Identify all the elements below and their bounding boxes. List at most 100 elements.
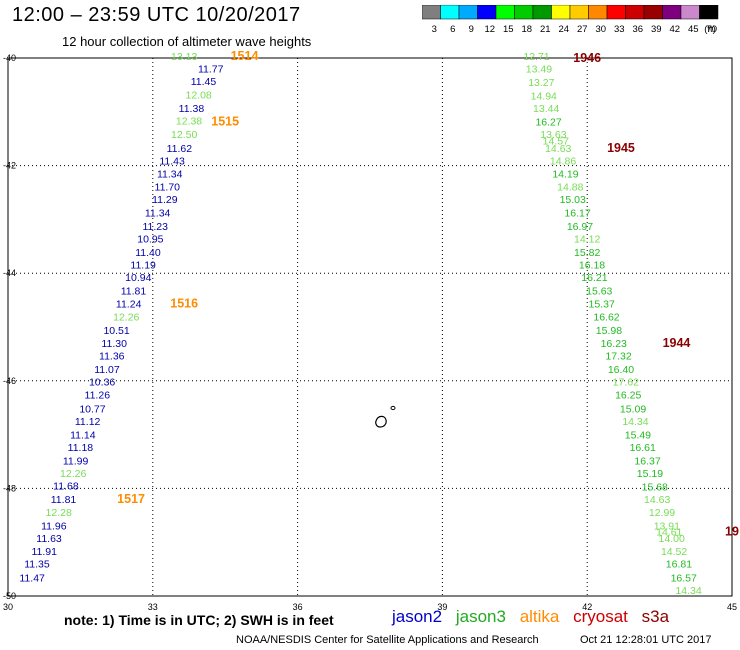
swh-value-label: 12.28 [46,507,72,519]
swh-value-label: 14.52 [661,546,687,558]
colorbar-label: 27 [577,24,588,35]
swh-value-label: 11.18 [68,442,94,454]
colorbar-label: 9 [469,24,474,35]
swh-value-label: 11.35 [24,559,50,571]
swh-value-label: 11.34 [157,169,183,181]
swh-value-label: 11.29 [152,194,178,206]
colorbar-label: 45 [688,24,699,35]
swh-value-label: 10.51 [103,325,129,337]
swh-value-label: 13.13 [171,51,197,63]
swh-value-label: 10.36 [89,376,115,388]
swh-value-label: 13.27 [528,77,554,89]
legend-cryosat: cryosat [573,607,628,626]
swh-value-label: 14.12 [574,233,600,245]
swh-value-label: 11.24 [116,298,142,310]
swh-value-label: 11.45 [191,76,217,88]
swh-value-label: 10.94 [125,272,151,284]
swh-value-label: 16.18 [579,260,605,272]
swh-value-label: 15.63 [586,285,612,297]
pass-time-label: 19 [725,525,739,539]
swh-value-label: 16.25 [615,390,641,402]
pass-time-label: 1515 [211,115,239,129]
swh-value-label: 14.63 [644,494,670,506]
colorbar-label: 18 [521,24,532,35]
swh-value-label: 14.61 [656,527,682,539]
colorbar-label: 15 [503,24,514,35]
swh-value-label: 14.57 [543,136,569,148]
lon-tick-label: 36 [293,602,303,612]
colorbar-swatch-70 [699,5,719,20]
swh-value-label: 16.81 [666,559,692,571]
swh-value-label: 16.61 [630,442,656,454]
swh-value-label: 15.19 [637,468,663,480]
colorbar-label: 30 [595,24,606,35]
lat-tick-label: -44 [3,268,16,278]
swh-value-label: 11.81 [51,494,77,506]
swh-value-label: 12.26 [113,312,139,324]
swh-value-label: 11.62 [167,143,193,155]
map-subtitle: 12 hour collection of altimeter wave hei… [62,34,312,49]
map-frame [7,57,733,597]
swh-value-label: 15.82 [574,247,600,259]
pass-time-label: 1946 [573,51,601,65]
lat-tick-label: -42 [3,161,16,171]
swh-value-label: 14.86 [550,155,576,167]
swh-value-label: 14.94 [531,91,557,103]
swh-value-label: 12.08 [186,89,212,101]
pass-time-label: 1945 [607,141,635,155]
credit-line: NOAA/NESDIS Center for Satellite Applica… [236,634,539,646]
swh-value-label: 14.34 [675,585,701,597]
swh-value-label: 10.77 [79,403,105,415]
swh-value-label: 16.17 [564,207,590,219]
swh-value-label: 10.95 [137,233,163,245]
swh-value-label: 11.70 [155,182,181,194]
satellite-legend: jason2 jason3 altika cryosat s3a [392,607,678,627]
island-outline [375,415,387,428]
colorbar-label: 21 [540,24,551,35]
swh-value-label: 15.09 [620,403,646,415]
colorbar: 3 6 9 12 15 18 21 24 27 30 33 36 39 42 45 70(ft) [422,5,719,35]
swh-value-label: 11.40 [135,247,161,259]
swh-value-label: 11.30 [101,338,127,350]
swh-value-label: 13.49 [526,64,552,76]
swh-value-label: 11.23 [142,221,168,233]
pass-time-label: 1514 [231,49,259,63]
colorbar-label: 70 [706,24,717,35]
swh-value-label: 11.38 [179,103,205,115]
lon-tick-label: 33 [148,602,158,612]
pass-time-label: 1517 [117,492,145,506]
colorbar-unit: (ft) [704,24,716,35]
swh-value-label: 12.26 [60,468,86,480]
swh-value-label: 11.12 [75,416,101,428]
swh-value-label: 16.27 [535,117,561,129]
swh-value-label: 11.96 [41,520,67,532]
legend-jason2: jason2 [392,607,443,626]
swh-value-label: 17.62 [613,376,639,388]
islet-outline [390,405,396,411]
swh-value-label: 16.62 [593,312,619,324]
swh-value-label: 11.47 [19,572,45,584]
swh-value-label: 12.38 [176,116,202,128]
swh-value-label: 11.14 [70,429,96,441]
colorbar-label: 42 [669,24,680,35]
swh-value-label: 11.43 [159,155,185,167]
swh-value-label: 11.34 [145,207,171,219]
swh-value-label: 12.50 [171,129,197,141]
swh-value-label: 16.97 [567,221,593,233]
swh-value-label: 15.98 [596,325,622,337]
swh-value-label: 13.44 [533,103,559,115]
legend-s3a: s3a [641,607,670,626]
swh-value-label: 11.81 [121,285,147,297]
pass-time-label: 1944 [663,336,691,350]
swh-value-label: 16.57 [671,572,697,584]
generated-timestamp: Oct 21 12:28:01 UTC 2017 [580,634,712,646]
swh-value-label: 13.63 [540,129,566,141]
swh-value-label: 16.21 [581,272,607,284]
lon-tick-label: 30 [3,602,13,612]
swh-value-label: 17.32 [605,351,631,363]
lon-tick-label: 39 [437,602,447,612]
colorbar-label: 6 [450,24,455,35]
swh-value-label: 15.49 [625,429,651,441]
swh-value-label: 16.40 [608,364,634,376]
swh-value-label: 14.00 [659,533,685,545]
